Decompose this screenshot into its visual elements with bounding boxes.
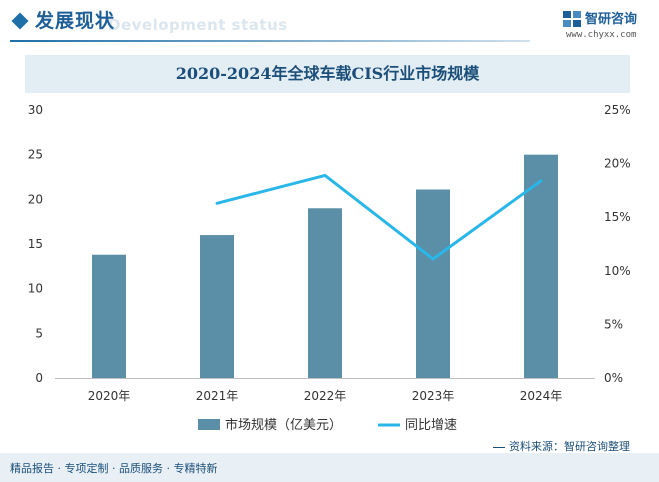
bar-2023年 <box>416 189 450 378</box>
header-title: 发展现状 <box>35 10 116 32</box>
header: Development status 发展现状 智研咨询 www.chyxx.c… <box>0 0 659 50</box>
legend-bar-swatch <box>198 419 220 430</box>
chart-title: 2020-2024年全球车载CIS行业市场规模 <box>175 64 480 83</box>
y-right-tick-label: 25% <box>604 103 631 117</box>
brand-logo-icon <box>563 11 581 27</box>
footer-bar: 精品报告 · 专项定制 · 品质服务 · 专精特新 <box>0 453 659 482</box>
y-right-tick-label: 10% <box>604 264 631 278</box>
y-left-tick-label: 0 <box>35 371 43 385</box>
y-left-tick-label: 5 <box>35 326 43 340</box>
bar-2024年 <box>524 154 558 378</box>
y-right-tick-label: 20% <box>604 157 631 171</box>
y-left-tick-label: 10 <box>28 282 43 296</box>
x-tick-label: 2020年 <box>88 389 131 403</box>
legend-line-label: 同比增速 <box>405 418 457 433</box>
footer-slogan: 精品报告 · 专项定制 · 品质服务 · 专精特新 <box>10 462 218 475</box>
header-rule <box>10 40 530 42</box>
x-tick-label: 2024年 <box>520 389 563 403</box>
y-right-tick-label: 15% <box>604 210 631 224</box>
chart: 0 5 10 15 20 25 30 0% 5% 10% 15% 20% 25% 2020年 2021年 20… <box>28 103 631 433</box>
x-tick-label: 2021年 <box>196 389 239 403</box>
x-tick-label: 2023年 <box>412 389 455 403</box>
header-subtitle: Development status <box>108 16 288 34</box>
legend-bar-label: 市场规模（亿美元） <box>225 417 342 433</box>
bar-2020年 <box>92 254 126 378</box>
source-note: 资料来源：智研咨询整理 <box>509 440 630 453</box>
bar-2022年 <box>308 208 342 378</box>
brand-url: www.chyxx.com <box>566 30 637 40</box>
x-tick-label: 2022年 <box>304 389 347 403</box>
bar-2021年 <box>200 235 234 378</box>
y-left-tick-label: 30 <box>28 103 43 117</box>
source-rule <box>493 447 505 448</box>
y-right-tick-label: 0% <box>604 371 623 385</box>
y-left-tick-label: 20 <box>28 192 43 206</box>
growth-line <box>215 173 543 261</box>
y-left-tick-label: 25 <box>28 148 43 162</box>
chart-title-bar: 2020-2024年全球车载CIS行业市场规模 <box>25 55 630 93</box>
y-right-tick-label: 5% <box>604 317 623 331</box>
brand-name: 智研咨询 <box>585 12 638 27</box>
y-left-tick-label: 15 <box>28 237 43 251</box>
